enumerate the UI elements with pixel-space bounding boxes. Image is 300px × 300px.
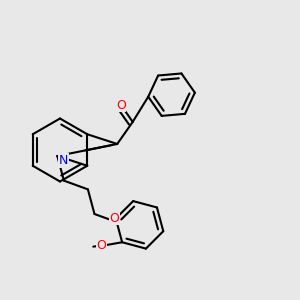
Text: O: O [110,212,119,225]
Text: O: O [116,99,126,112]
Text: N: N [58,154,68,167]
Text: O: O [97,238,106,252]
